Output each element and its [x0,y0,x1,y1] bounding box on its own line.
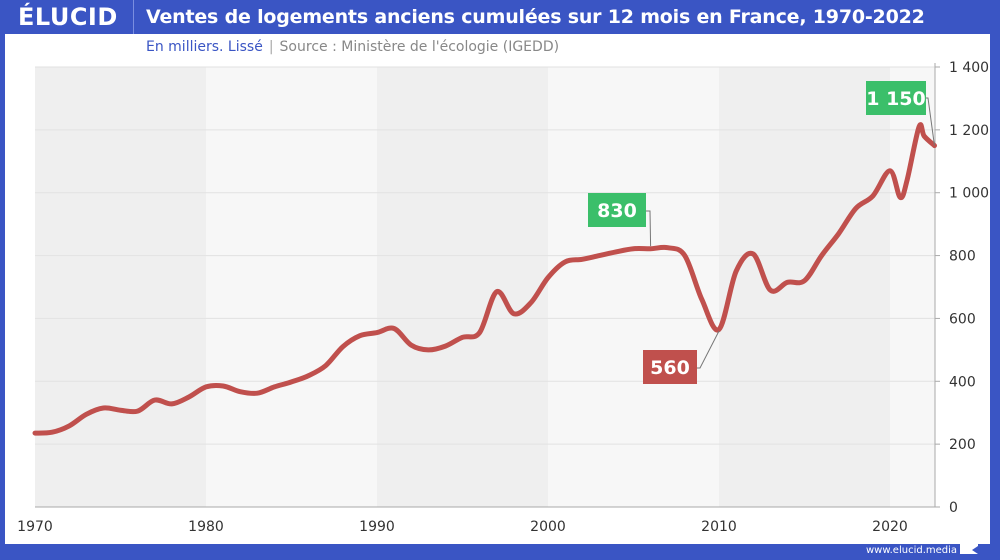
y-tick-label: 1 400 [949,60,989,76]
background-band [35,67,206,507]
x-tick-label: 1970 [17,519,53,535]
y-tick-label: 600 [949,311,976,327]
source-note: Source : Ministère de l'écologie (IGEDD) [279,39,560,55]
elucid-logo: ÉLUCID [18,3,118,31]
axes: 0 200 400 600 800 1 000 1 200 1 400 1970 1980 1990… [17,60,989,535]
elucid-flag-icon [960,540,978,554]
header-bar: ÉLUCID Ventes de logements anciens cumul… [0,0,1000,34]
annotation-box [866,81,926,115]
x-tick-label: 1980 [188,519,224,535]
annotation-830: 830 [588,193,652,247]
chart-title: Ventes de logements anciens cumulées sur… [146,6,925,28]
chart-subtitle: En milliers. Lissé | Source : Ministère de… [146,39,559,55]
y-tick-label: 800 [949,249,976,265]
y-tick-label: 200 [949,437,976,453]
annotation-560: 560 [643,330,720,384]
annotation-label: 1 150 [866,88,926,110]
y-tick-label: 1 200 [949,123,989,139]
background-band [377,67,548,507]
y-tick-label: 0 [949,500,958,516]
x-tick-label: 2000 [530,519,566,535]
gridlines [35,66,935,445]
units-note: En milliers. Lissé [146,39,263,55]
annotation-label: 830 [597,200,637,222]
annotation-1150: 1 150 [866,81,935,146]
annotation-box [588,193,646,227]
annotation-connector [646,210,652,247]
annotation-box [643,350,697,384]
x-tick-label: 2010 [701,519,737,535]
background-band [890,67,935,507]
subtitle-separator: | [268,39,274,55]
annotation-connector [926,97,935,146]
y-tick-label: 1 000 [949,186,989,202]
y-tick-label: 400 [949,374,976,390]
background-band [719,67,890,507]
annotations-layer: 830 560 1 150 [588,81,935,384]
background-bands [35,67,935,507]
series-layer [32,122,937,436]
x-tick-label: 2020 [872,519,908,535]
annotation-connector [697,330,720,369]
footer-url[interactable]: www.elucid.media [866,545,958,556]
background-band [206,67,377,507]
series-line [32,122,937,436]
background-band [548,67,719,507]
annotation-label: 560 [650,357,690,379]
logo-divider [133,0,134,34]
x-tick-label: 1990 [359,519,395,535]
